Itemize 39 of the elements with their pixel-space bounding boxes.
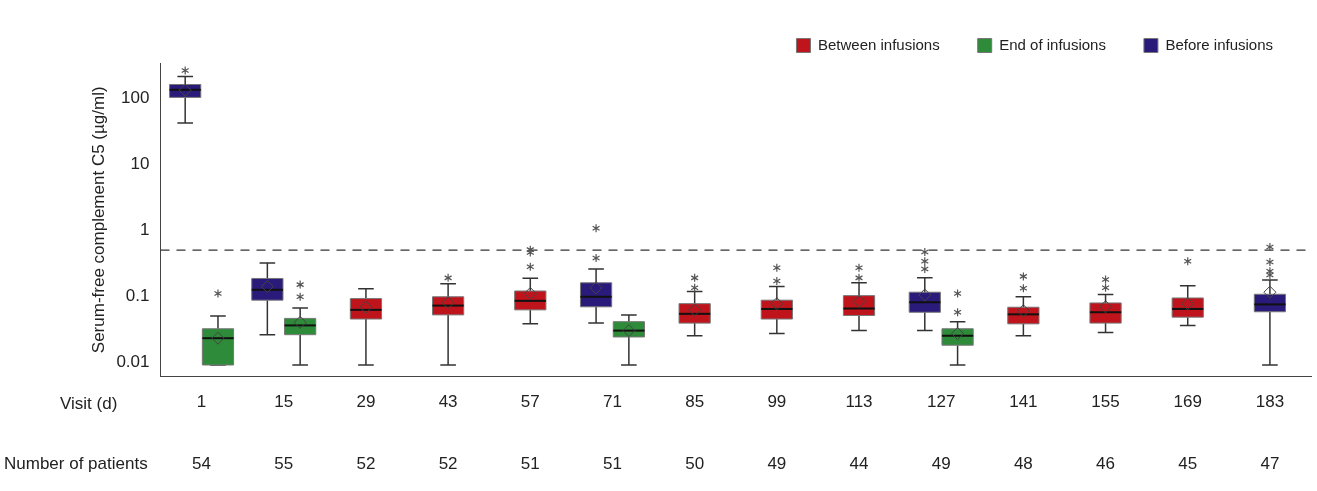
x-axis-title: Visit (d): [60, 394, 118, 414]
x-tick-label: 113: [845, 392, 873, 412]
x-tick-label: 57: [520, 392, 540, 412]
x-tick-label: 99: [767, 392, 787, 412]
text: 49: [931, 454, 951, 474]
text: 49: [767, 454, 787, 474]
x-tick-label: 71: [603, 392, 622, 412]
text: 47: [1260, 454, 1280, 474]
x-tick-label: 29: [356, 392, 376, 412]
y-tick-label: 1: [140, 220, 150, 240]
x-tick-label: 43: [438, 392, 458, 412]
y-axis-title: Serum-free complement C5 (µg/ml): [88, 86, 108, 354]
text: 52: [438, 454, 458, 474]
x-tick-label: 15: [274, 392, 294, 412]
legend-label: Before infusions: [1165, 35, 1274, 53]
x-tick-label: 1: [196, 392, 207, 412]
x-tick-label: 127: [927, 392, 956, 412]
text: 55: [274, 454, 294, 474]
text: 46: [1096, 454, 1116, 474]
text: 51: [520, 454, 540, 474]
y-tick-label: 10: [130, 154, 150, 174]
text: 45: [1178, 454, 1198, 474]
text: 44: [849, 454, 869, 474]
text: 52: [356, 454, 376, 474]
text: 48: [1013, 454, 1033, 474]
y-tick-label: 0.1: [125, 285, 150, 305]
x-tick-label: 155: [1091, 392, 1120, 412]
x-tick-label: 183: [1255, 392, 1285, 412]
y-tick-label: 100: [121, 88, 150, 108]
legend-label: Between infusions: [817, 35, 940, 53]
text: 51: [603, 454, 622, 474]
x-tick-label: 141: [1009, 392, 1038, 412]
text: Number of patients: [4, 454, 148, 474]
x-tick-label: 85: [685, 392, 705, 412]
x-tick-label: 169: [1173, 392, 1202, 412]
text: 54: [192, 454, 212, 474]
y-tick-label: 0.01: [116, 351, 150, 371]
legend-label: End of infusions: [999, 35, 1106, 53]
text: 50: [685, 454, 705, 474]
